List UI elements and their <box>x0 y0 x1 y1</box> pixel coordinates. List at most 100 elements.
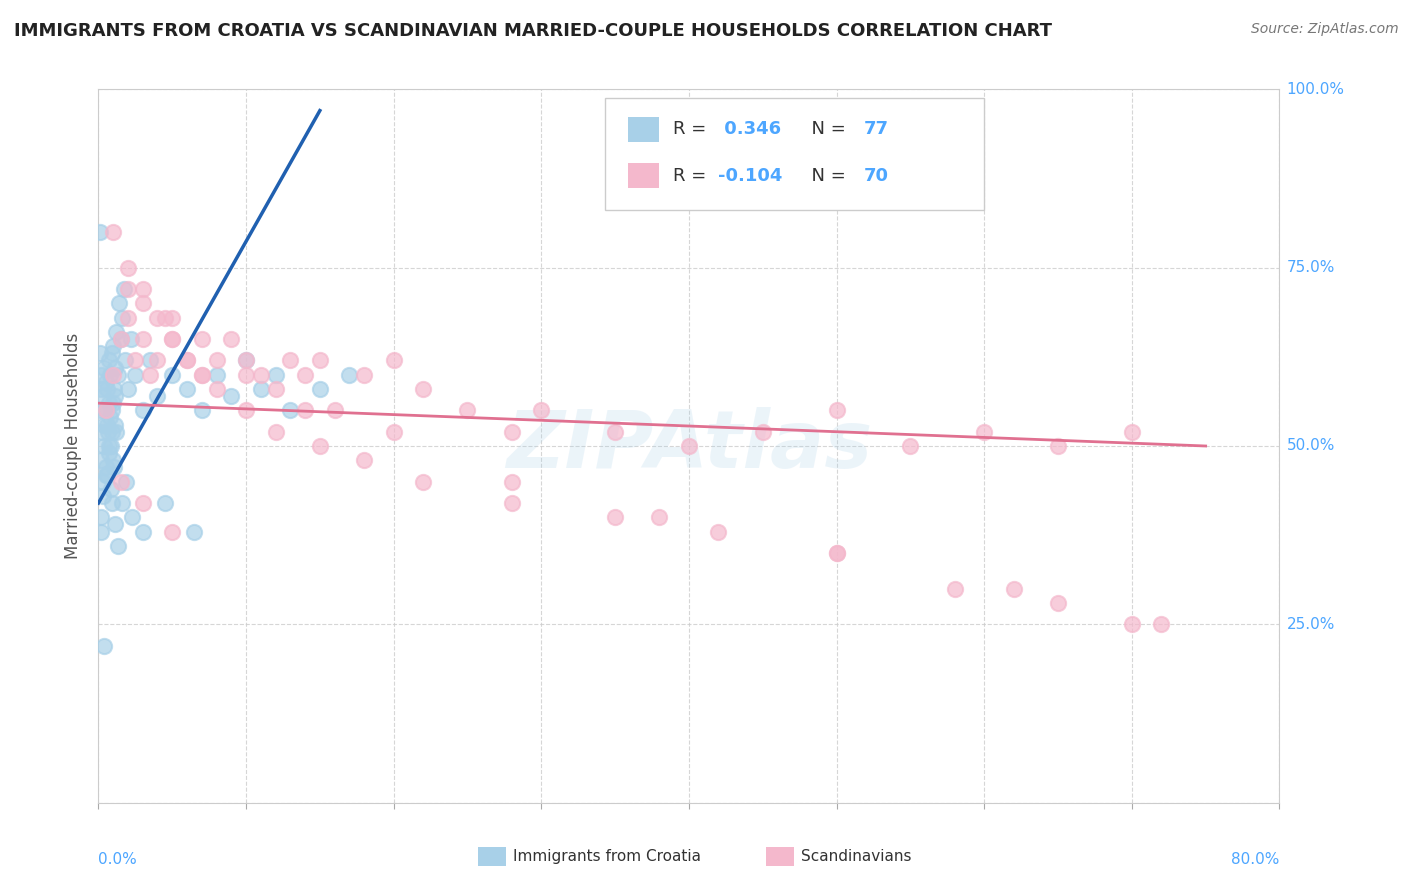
Point <box>91 389 114 403</box>
Point <box>132 332 155 346</box>
Point <box>530 403 553 417</box>
Point <box>501 496 523 510</box>
Point <box>825 546 848 560</box>
Text: 70: 70 <box>863 167 889 185</box>
Point <box>219 389 243 403</box>
Point <box>112 282 135 296</box>
Point <box>323 403 346 417</box>
Point <box>132 403 155 417</box>
Point <box>97 439 120 453</box>
Point <box>943 582 966 596</box>
Point <box>104 417 127 432</box>
Point <box>678 439 700 453</box>
Point <box>96 417 118 432</box>
Text: ZIPAtlas: ZIPAtlas <box>506 407 872 485</box>
Point <box>294 403 316 417</box>
Point <box>117 260 139 275</box>
Point <box>605 510 627 524</box>
Point <box>117 382 139 396</box>
Point <box>100 403 122 417</box>
Point <box>132 296 155 310</box>
Point <box>309 439 332 453</box>
Point <box>162 332 183 346</box>
Point <box>162 310 183 325</box>
Point <box>337 368 360 382</box>
Point <box>412 382 434 396</box>
Point <box>90 453 112 467</box>
Point <box>183 524 205 539</box>
Point <box>105 325 128 339</box>
Point <box>191 332 214 346</box>
Point <box>104 517 127 532</box>
Point <box>382 353 405 368</box>
Point <box>973 425 995 439</box>
Text: 25.0%: 25.0% <box>1286 617 1334 632</box>
Point <box>205 382 228 396</box>
Point <box>264 368 287 382</box>
Point <box>108 296 131 310</box>
Point <box>110 475 132 489</box>
Point <box>264 382 287 396</box>
Point <box>191 368 214 382</box>
Text: 77: 77 <box>863 120 889 138</box>
Point <box>91 489 114 503</box>
Point <box>825 546 848 560</box>
Point <box>103 396 125 410</box>
Text: Source: ZipAtlas.com: Source: ZipAtlas.com <box>1251 22 1399 37</box>
Point <box>100 482 122 496</box>
Point <box>501 425 523 439</box>
Point <box>176 353 198 368</box>
Point <box>124 368 146 382</box>
Point <box>103 225 125 239</box>
Point <box>278 403 302 417</box>
Point <box>94 403 117 417</box>
Point <box>132 524 155 539</box>
Point <box>93 439 115 453</box>
Point <box>153 496 176 510</box>
Point <box>93 417 115 432</box>
Point <box>456 403 478 417</box>
Point <box>1121 425 1143 439</box>
Text: IMMIGRANTS FROM CROATIA VS SCANDINAVIAN MARRIED-COUPLE HOUSEHOLDS CORRELATION CH: IMMIGRANTS FROM CROATIA VS SCANDINAVIAN … <box>14 22 1052 40</box>
Point <box>97 396 120 410</box>
Point <box>751 425 773 439</box>
Text: R =: R = <box>673 167 713 185</box>
Point <box>382 425 405 439</box>
Point <box>98 446 121 460</box>
Point <box>825 403 848 417</box>
Point <box>1121 617 1143 632</box>
Text: 80.0%: 80.0% <box>1232 852 1279 867</box>
Point <box>139 368 162 382</box>
Point <box>104 360 127 375</box>
Text: 100.0%: 100.0% <box>1286 82 1344 96</box>
Point <box>117 310 139 325</box>
Point <box>1150 617 1173 632</box>
Point <box>132 496 155 510</box>
Point <box>111 496 134 510</box>
Point <box>94 460 117 475</box>
Point <box>176 382 198 396</box>
Point <box>250 382 273 396</box>
Point <box>605 425 627 439</box>
Point <box>98 410 121 425</box>
Text: 50.0%: 50.0% <box>1286 439 1334 453</box>
Point <box>121 510 143 524</box>
Point <box>1046 596 1069 610</box>
Point <box>93 639 115 653</box>
Point <box>104 389 127 403</box>
Point <box>117 282 139 296</box>
Point <box>89 225 111 239</box>
Point <box>100 346 122 360</box>
Point <box>124 353 146 368</box>
Point <box>707 524 730 539</box>
Point <box>89 403 111 417</box>
Point <box>235 353 257 368</box>
Point <box>278 353 302 368</box>
Point <box>90 382 112 396</box>
Point <box>98 368 121 382</box>
Point <box>1046 439 1069 453</box>
Text: Immigrants from Croatia: Immigrants from Croatia <box>513 849 702 863</box>
Point <box>101 425 124 439</box>
Point <box>146 310 169 325</box>
Point <box>103 339 125 353</box>
